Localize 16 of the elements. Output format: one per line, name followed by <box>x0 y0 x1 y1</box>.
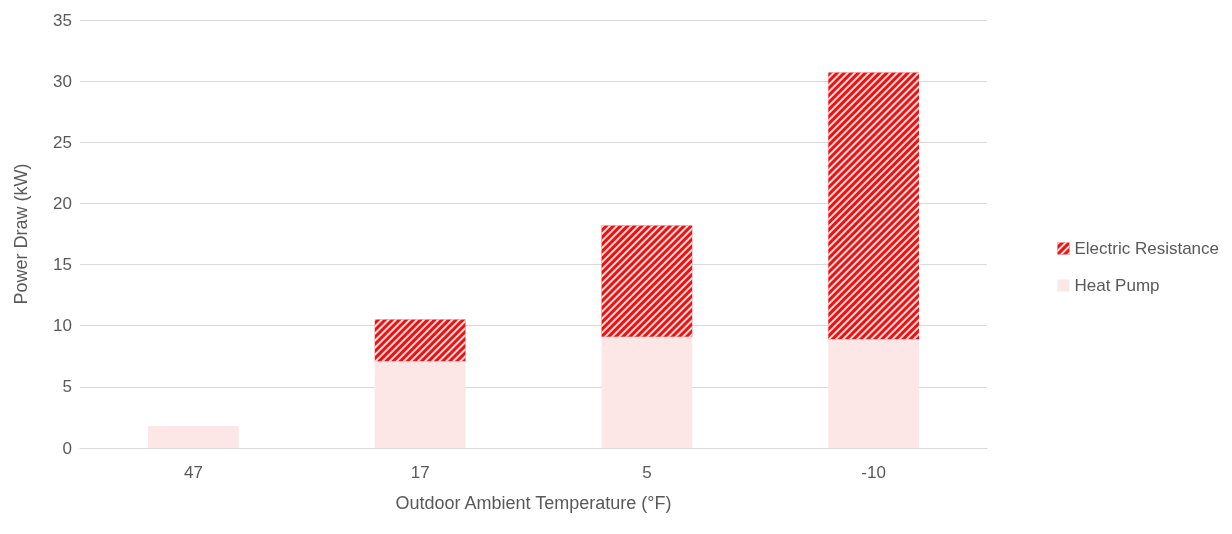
y-tick-label: 20 <box>53 193 72 213</box>
y-tick-label: 15 <box>53 255 72 275</box>
x-tick-label: 5 <box>642 463 652 482</box>
x-tick-label: -10 <box>861 463 886 482</box>
x-tick-label: 47 <box>183 463 203 482</box>
y-tick-label: 0 <box>62 438 72 458</box>
y-tick-label: 25 <box>53 132 72 152</box>
y-tick-label: 30 <box>53 71 72 91</box>
y-tick-label: 35 <box>53 10 72 30</box>
x-tick-label: 17 <box>410 463 430 482</box>
y-tick-label: 5 <box>62 377 72 397</box>
y-axis-title: Power Draw (kW) <box>11 163 31 305</box>
legend-label: Electric Resistance <box>1074 239 1220 258</box>
x-axis-title: Outdoor Ambient Temperature (°F) <box>395 493 672 513</box>
legend-label: Heat Pump <box>1074 276 1160 295</box>
y-tick-label: 10 <box>53 316 72 336</box>
